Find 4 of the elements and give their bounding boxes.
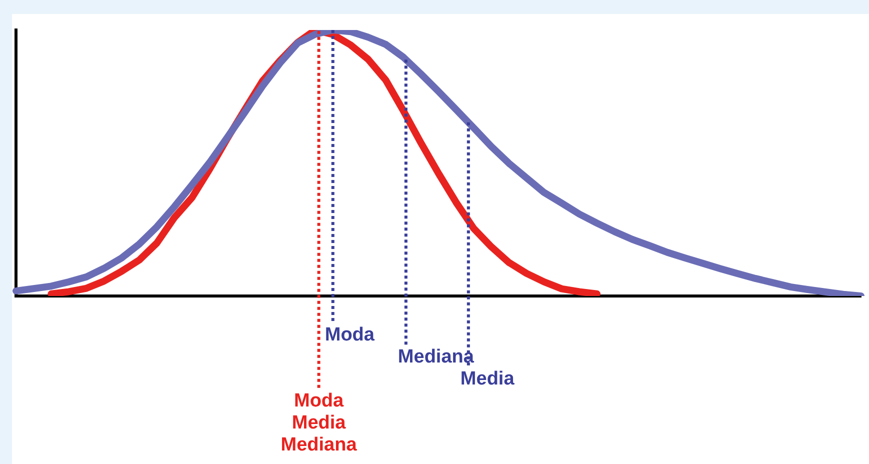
text: Mediana [398, 346, 474, 368]
text: Moda [324, 324, 375, 346]
text: Media [460, 368, 515, 390]
text: Moda Media Mediana [280, 390, 358, 456]
